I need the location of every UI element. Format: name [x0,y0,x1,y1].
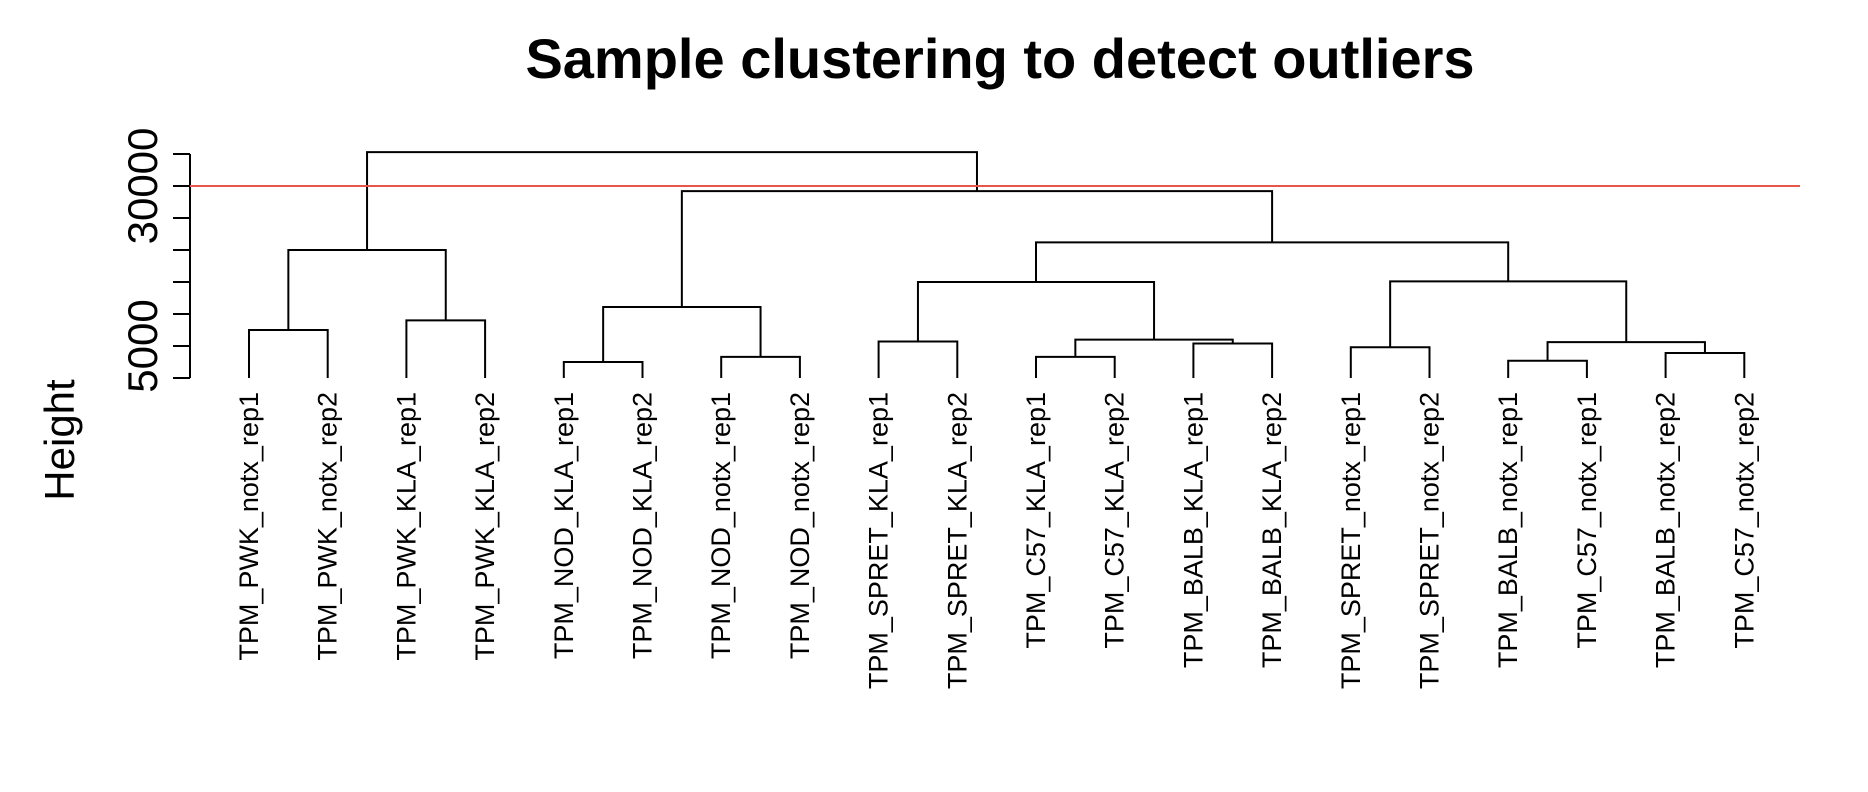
dendrogram-branch [1507,359,1588,378]
dendrogram-branch [1349,346,1431,378]
dendrogram-branch [1664,352,1746,378]
dendrogram-branch [1035,241,1510,282]
leaf-label: TPM_BALB_KLA_rep1 [1178,392,1208,668]
leaf-label: TPM_PWK_KLA_rep1 [391,392,421,661]
leaf-label: TPM_NOD_notx_rep2 [785,392,815,659]
dendrogram-branch [366,151,978,250]
leaf-label: TPM_PWK_notx_rep1 [234,392,264,661]
dendrogram-branch [248,329,329,378]
dendrogram-branch [720,355,801,378]
y-tick-label: 5000 [119,299,166,392]
leaf-label: TPM_NOD_notx_rep1 [706,392,736,659]
dendrogram-branch [405,319,487,378]
leaf-label: TPM_C57_KLA_rep2 [1100,392,1130,649]
dendrogram-branch [916,281,1156,342]
leaf-label: TPM_BALB_KLA_rep2 [1257,392,1287,668]
leaf-label: TPM_SPRET_notx_rep2 [1415,392,1445,689]
leaf-label: TPM_PWK_notx_rep2 [313,392,343,661]
leaf-label: TPM_NOD_KLA_rep2 [628,392,658,659]
dendrogram-branch [1192,342,1274,378]
leaf-labels: TPM_PWK_notx_rep1 TPM_PWK_notx_rep2 TPM_PW… [234,392,1759,689]
dendrogram-branch [1035,355,1116,378]
leaf-label: TPM_SPRET_notx_rep1 [1336,392,1366,689]
dendrogram-branch [287,249,447,330]
leaf-label: TPM_NOD_KLA_rep1 [549,392,579,659]
chart-title: Sample clustering to detect outliers [525,27,1474,90]
dendrogram-branch [1546,341,1706,361]
dendrogram-branches [248,151,1746,378]
leaf-label: TPM_C57_KLA_rep1 [1021,392,1051,649]
leaf-label: TPM_C57_notx_rep1 [1572,392,1602,649]
leaf-label: TPM_SPRET_KLA_rep1 [864,392,894,689]
dendrogram-branch [1074,338,1234,357]
dendrogram-branch [680,190,1274,307]
leaf-label: TPM_BALB_notx_rep1 [1493,392,1523,668]
dendrogram-branch [877,340,959,378]
dendrogram-branch [562,361,644,378]
y-tick-label: 30000 [119,128,166,245]
leaf-label: TPM_BALB_notx_rep2 [1651,392,1681,668]
y-axis-label: Height [36,379,83,501]
leaf-label: TPM_SPRET_KLA_rep2 [942,392,972,689]
leaf-label: TPM_C57_notx_rep2 [1729,392,1759,649]
dendrogram-branch [1389,280,1628,348]
dendrogram-branch [602,305,762,362]
leaf-label: TPM_PWK_KLA_rep2 [470,392,500,661]
y-axis: 5000 30000 [119,128,191,393]
